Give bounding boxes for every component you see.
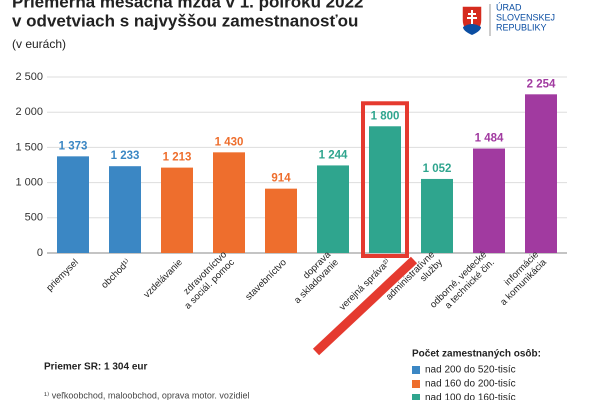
logo-hills — [463, 24, 481, 35]
x-tick-label: obchod¹⁾ — [99, 257, 133, 291]
logo-text: SLOVENSKEJ — [496, 12, 555, 22]
y-tick-label: 2 500 — [15, 71, 43, 83]
legend-swatch — [412, 380, 420, 388]
y-tick-label: 500 — [25, 212, 43, 224]
value-label: 1 052 — [423, 163, 452, 175]
value-label: 914 — [271, 173, 291, 185]
footnote: ¹⁾ veľkoobchod, maloobchod, oprava motor… — [44, 390, 249, 400]
bar — [525, 94, 557, 254]
highlight-stripe — [312, 256, 418, 356]
value-label: 1 213 — [163, 152, 192, 164]
bar — [369, 126, 401, 253]
bar — [161, 167, 193, 253]
x-tick-label: vzdelávanie — [142, 257, 185, 300]
x-tick-label-group: obchod¹⁾ — [99, 257, 133, 291]
bar — [213, 152, 245, 253]
value-label: 1 430 — [215, 136, 244, 148]
value-label: 2 254 — [527, 78, 556, 90]
average-note: Priemer SR: 1 304 eur — [44, 362, 147, 373]
bar — [57, 156, 89, 253]
value-label: 1 484 — [475, 133, 504, 145]
x-tick-label-group: vzdelávanie — [142, 257, 185, 300]
bar — [473, 148, 505, 253]
unit-note: (v eurách) — [12, 37, 66, 51]
x-tick-label-group: stavebníctvo — [243, 257, 288, 302]
y-tick-label: 1 000 — [15, 177, 43, 189]
legend-label: nad 200 do 520-tisíc — [425, 365, 516, 376]
bar — [317, 165, 349, 253]
logo-text: REPUBLIKY — [496, 22, 547, 32]
legend-swatch — [412, 366, 420, 374]
highlight-box — [361, 101, 409, 258]
bar — [421, 178, 453, 253]
bar — [265, 188, 297, 253]
legend-swatch — [412, 394, 420, 400]
value-label: 1 233 — [111, 150, 140, 162]
logo-cross — [467, 10, 477, 24]
value-label: 1 244 — [319, 149, 348, 161]
chart-title: Priemerná mesačná mzda v 1. polroku 2022 — [12, 0, 364, 11]
y-tick-label: 0 — [37, 247, 43, 259]
x-tick-label: priemysel — [44, 257, 81, 294]
value-label: 1 800 — [371, 110, 400, 122]
chart-subtitle: v odvetviach s najvyššou zamestnanosťou — [12, 11, 358, 30]
y-tick-label: 1 500 — [15, 141, 43, 153]
legend-label: nad 160 do 200-tisíc — [425, 379, 516, 390]
logo: ÚRAD SLOVENSKEJ REPUBLIKY — [461, 2, 555, 36]
x-tick-label-group: priemysel — [44, 257, 81, 294]
y-tick-label: 2 000 — [15, 106, 43, 118]
x-tick-label: stavebníctvo — [243, 257, 288, 302]
bar — [109, 166, 141, 253]
value-label: 1 373 — [59, 140, 88, 152]
logo-text: ÚRAD — [496, 2, 522, 12]
legend-label: nad 100 do 160-tisíc — [425, 393, 516, 400]
legend-title: Počet zamestnaných osôb: — [412, 349, 541, 360]
